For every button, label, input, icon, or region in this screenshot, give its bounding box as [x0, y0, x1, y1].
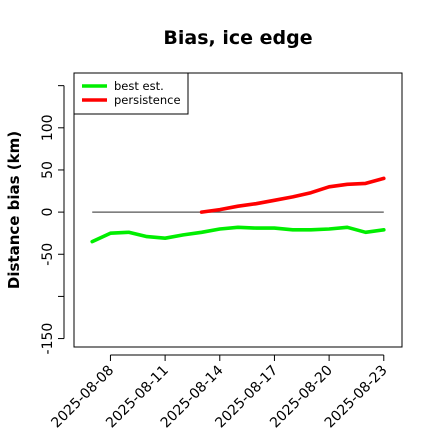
y-tick-label: 0 — [40, 208, 56, 217]
y-axis-label: Distance bias (km) — [5, 131, 23, 289]
plot-frame — [73, 72, 403, 348]
legend-box — [73, 72, 189, 115]
legend-label: persistence — [114, 93, 181, 107]
y-tick-label: 100 — [40, 114, 56, 141]
y-tick-label: -50 — [40, 243, 56, 266]
y-tick-label: 50 — [40, 161, 56, 179]
legend-label: best est. — [114, 79, 164, 93]
legend: best est.persistence — [73, 72, 189, 115]
chart-title: Bias, ice edge — [163, 27, 312, 49]
series-line-1 — [199, 176, 386, 214]
series-line-0 — [90, 225, 386, 244]
y-tick-label: -150 — [40, 323, 56, 355]
